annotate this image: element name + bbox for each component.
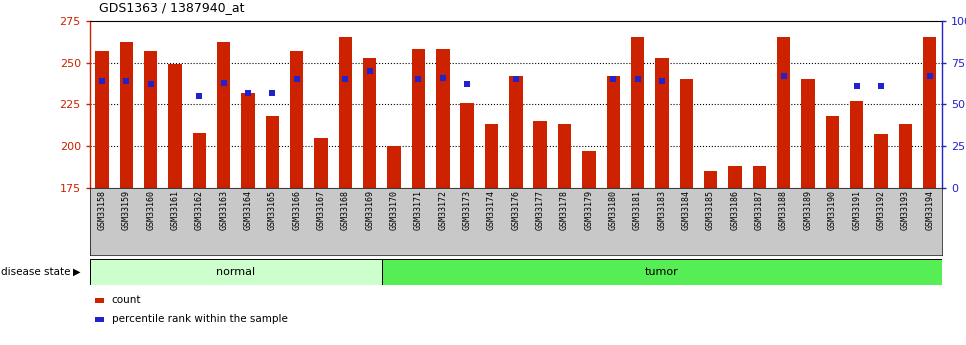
Text: GSM33181: GSM33181 (633, 190, 642, 230)
Bar (607, 76, 620, 188)
Bar (314, 138, 327, 188)
Text: GDS1363 / 1387940_at: GDS1363 / 1387940_at (99, 1, 245, 14)
Text: GSM33179: GSM33179 (584, 190, 593, 230)
Bar (387, 146, 401, 188)
Text: GSM33168: GSM33168 (341, 190, 350, 230)
Text: GSM33184: GSM33184 (682, 190, 691, 230)
Text: GSM33165: GSM33165 (268, 190, 277, 230)
Bar (485, 125, 498, 188)
Text: GSM33167: GSM33167 (317, 190, 326, 230)
Bar (557, 125, 571, 188)
Text: GSM33192: GSM33192 (876, 190, 886, 230)
Text: GSM33191: GSM33191 (852, 190, 861, 230)
Text: percentile rank within the sample: percentile rank within the sample (112, 315, 288, 324)
Bar (826, 116, 839, 188)
Text: GSM33185: GSM33185 (706, 190, 715, 230)
Text: disease state: disease state (1, 267, 71, 277)
Text: GSM33170: GSM33170 (389, 190, 399, 230)
Bar (704, 171, 718, 188)
Text: GSM33166: GSM33166 (293, 190, 301, 230)
Bar (923, 38, 936, 188)
Bar (509, 76, 523, 188)
Bar (679, 79, 693, 188)
Text: GSM33193: GSM33193 (901, 190, 910, 230)
Text: count: count (112, 296, 141, 305)
Text: GSM33173: GSM33173 (463, 190, 471, 230)
Bar (655, 58, 668, 188)
Bar (96, 51, 109, 188)
Text: GSM33183: GSM33183 (658, 190, 667, 230)
Text: GSM33188: GSM33188 (780, 190, 788, 230)
Bar (217, 42, 231, 188)
Text: GSM33186: GSM33186 (730, 190, 739, 230)
Bar (533, 121, 547, 188)
Text: GSM33160: GSM33160 (146, 190, 156, 230)
Text: normal: normal (216, 267, 255, 277)
Bar (582, 151, 596, 188)
Bar (753, 166, 766, 188)
Text: GSM33164: GSM33164 (243, 190, 252, 230)
Text: GSM33178: GSM33178 (560, 190, 569, 230)
Bar (242, 93, 255, 188)
Text: GSM33176: GSM33176 (511, 190, 521, 230)
Bar (728, 166, 742, 188)
Bar (631, 38, 644, 188)
Text: GSM33177: GSM33177 (536, 190, 545, 230)
Text: GSM33187: GSM33187 (754, 190, 764, 230)
Bar (168, 64, 182, 188)
Bar (363, 58, 377, 188)
Text: GSM33158: GSM33158 (98, 190, 106, 230)
Bar (801, 79, 814, 188)
Text: GSM33171: GSM33171 (414, 190, 423, 230)
Text: GSM33163: GSM33163 (219, 190, 228, 230)
Bar (461, 103, 474, 188)
Bar (192, 133, 206, 188)
Bar (144, 51, 157, 188)
Text: GSM33189: GSM33189 (804, 190, 812, 230)
Bar (898, 125, 912, 188)
Bar (266, 116, 279, 188)
Text: GSM33174: GSM33174 (487, 190, 496, 230)
Text: ▶: ▶ (72, 267, 80, 277)
Text: GSM33161: GSM33161 (171, 190, 180, 230)
Text: GSM33169: GSM33169 (365, 190, 374, 230)
Bar (120, 42, 133, 188)
Bar (436, 49, 449, 188)
Text: GSM33190: GSM33190 (828, 190, 837, 230)
Text: GSM33162: GSM33162 (195, 190, 204, 230)
Bar (777, 38, 790, 188)
Bar (90, 259, 382, 285)
Bar (382, 259, 942, 285)
Bar (412, 49, 425, 188)
Text: tumor: tumor (645, 267, 679, 277)
Text: GSM33194: GSM33194 (925, 190, 934, 230)
Bar (850, 101, 864, 188)
Text: GSM33180: GSM33180 (609, 190, 617, 230)
Bar (290, 51, 303, 188)
Bar (339, 38, 353, 188)
Text: GSM33172: GSM33172 (439, 190, 447, 230)
Bar (874, 135, 888, 188)
Text: GSM33159: GSM33159 (122, 190, 130, 230)
